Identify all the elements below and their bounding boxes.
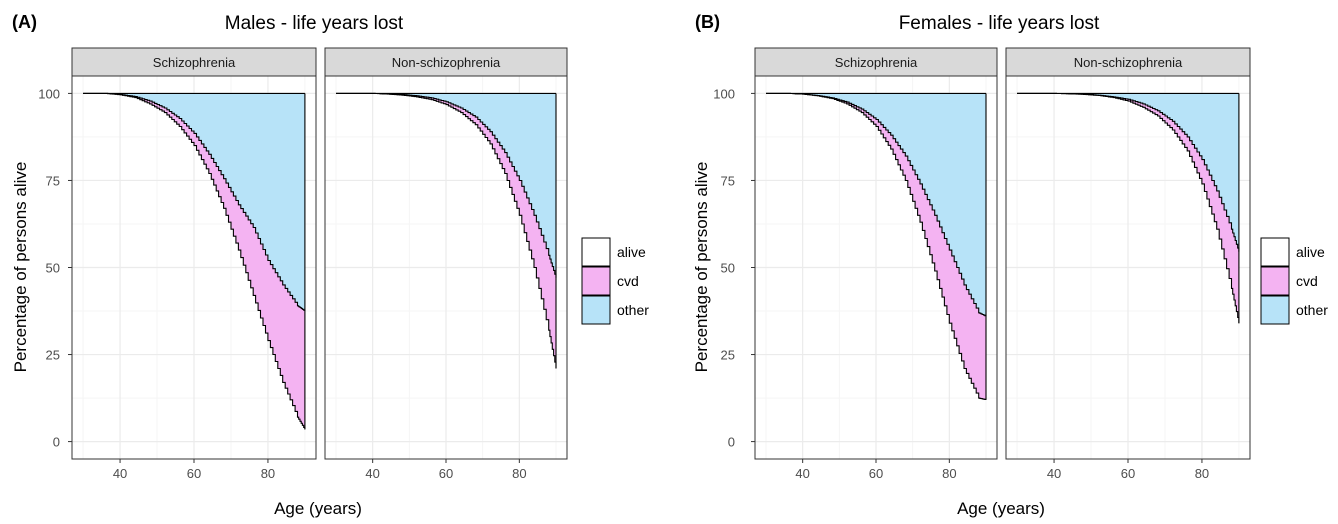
legend-label-cvd: cvd bbox=[617, 273, 639, 289]
area-other bbox=[1017, 93, 1239, 252]
y-axis-title: Percentage of persons alive bbox=[692, 162, 711, 373]
x-tick-label: 40 bbox=[795, 466, 809, 481]
facet-schizophrenia: Schizophrenia 40 60 80 bbox=[71, 47, 317, 481]
facet-strip bbox=[1005, 47, 1251, 77]
y-tick-label: 0 bbox=[53, 435, 60, 450]
facet-strip bbox=[71, 47, 317, 77]
x-tick-label: 80 bbox=[512, 466, 526, 481]
y-tick-label: 75 bbox=[721, 173, 735, 188]
x-tick-label: 80 bbox=[1195, 466, 1209, 481]
line-alive-boundary bbox=[336, 92, 557, 369]
x-tick-label: 80 bbox=[261, 466, 275, 481]
y-tick-label: 50 bbox=[721, 261, 735, 276]
area-cvd bbox=[83, 93, 305, 430]
x-tick-label: 60 bbox=[869, 466, 883, 481]
chart-title: Females - life years lost bbox=[899, 13, 1100, 34]
x-tick-label: 60 bbox=[187, 466, 201, 481]
x-tick-label: 80 bbox=[942, 466, 956, 481]
facet-strip-label: Non-schizophrenia bbox=[1074, 55, 1183, 70]
x-axis-title: Age (years) bbox=[274, 499, 362, 518]
facet-strip-label: Schizophrenia bbox=[153, 55, 236, 70]
line-cvd-boundary bbox=[83, 92, 306, 311]
area-other bbox=[336, 93, 556, 278]
x-axis-title: Age (years) bbox=[957, 499, 1045, 518]
legend: alive cvd other bbox=[1260, 237, 1328, 325]
legend-key-other bbox=[1260, 295, 1290, 325]
facet-non-schizophrenia: Non-schizophrenia 40 60 80 bbox=[324, 47, 568, 481]
area-other bbox=[766, 93, 986, 317]
line-cvd-boundary bbox=[336, 92, 557, 278]
legend-label-cvd: cvd bbox=[1296, 273, 1318, 289]
chart-title: Males - life years lost bbox=[225, 13, 404, 34]
facet-strip bbox=[754, 47, 998, 77]
legend-key-alive bbox=[581, 237, 611, 267]
y-tick-label: 100 bbox=[713, 86, 735, 101]
legend-key-alive bbox=[1260, 237, 1290, 267]
area-cvd bbox=[766, 93, 986, 400]
line-alive-boundary bbox=[1017, 92, 1240, 324]
facet-strip-label: Schizophrenia bbox=[835, 55, 918, 70]
chart-females: (B) Females - life years lost Schizophreni… bbox=[692, 12, 1328, 518]
x-tick-label: 60 bbox=[1121, 466, 1135, 481]
facet-non-schizophrenia: Non-schizophrenia 40 60 80 bbox=[1005, 47, 1251, 481]
panel-letter: (A) bbox=[12, 12, 37, 32]
y-tick-label: 25 bbox=[46, 348, 60, 363]
y-tick-label: 75 bbox=[46, 173, 60, 188]
x-tick-label: 40 bbox=[113, 466, 127, 481]
facet-strip-label: Non-schizophrenia bbox=[392, 55, 501, 70]
legend-label-alive: alive bbox=[1296, 244, 1325, 260]
y-tick-label: 25 bbox=[721, 348, 735, 363]
legend-label-other: other bbox=[1296, 302, 1328, 318]
legend-key-cvd bbox=[581, 266, 611, 296]
legend-label-other: other bbox=[617, 302, 649, 318]
x-tick-label: 60 bbox=[439, 466, 453, 481]
panel-letter: (B) bbox=[695, 12, 720, 32]
line-alive-boundary bbox=[766, 92, 987, 401]
y-axis-title: Percentage of persons alive bbox=[11, 162, 30, 373]
legend-label-alive: alive bbox=[617, 244, 646, 260]
x-tick-label: 40 bbox=[365, 466, 379, 481]
legend: alive cvd other bbox=[581, 237, 649, 325]
area-cvd bbox=[336, 93, 556, 369]
legend-key-other bbox=[581, 295, 611, 325]
line-alive-boundary bbox=[83, 92, 306, 430]
y-tick-label: 0 bbox=[728, 435, 735, 450]
y-tick-label: 50 bbox=[46, 261, 60, 276]
area-other bbox=[83, 93, 305, 312]
legend-key-cvd bbox=[1260, 266, 1290, 296]
facet-schizophrenia: Schizophrenia 40 60 80 bbox=[754, 47, 998, 481]
chart-males: (A) Males - life years lost Schizophrenia 4… bbox=[11, 12, 649, 518]
y-tick-label: 100 bbox=[38, 86, 60, 101]
x-tick-label: 40 bbox=[1047, 466, 1061, 481]
